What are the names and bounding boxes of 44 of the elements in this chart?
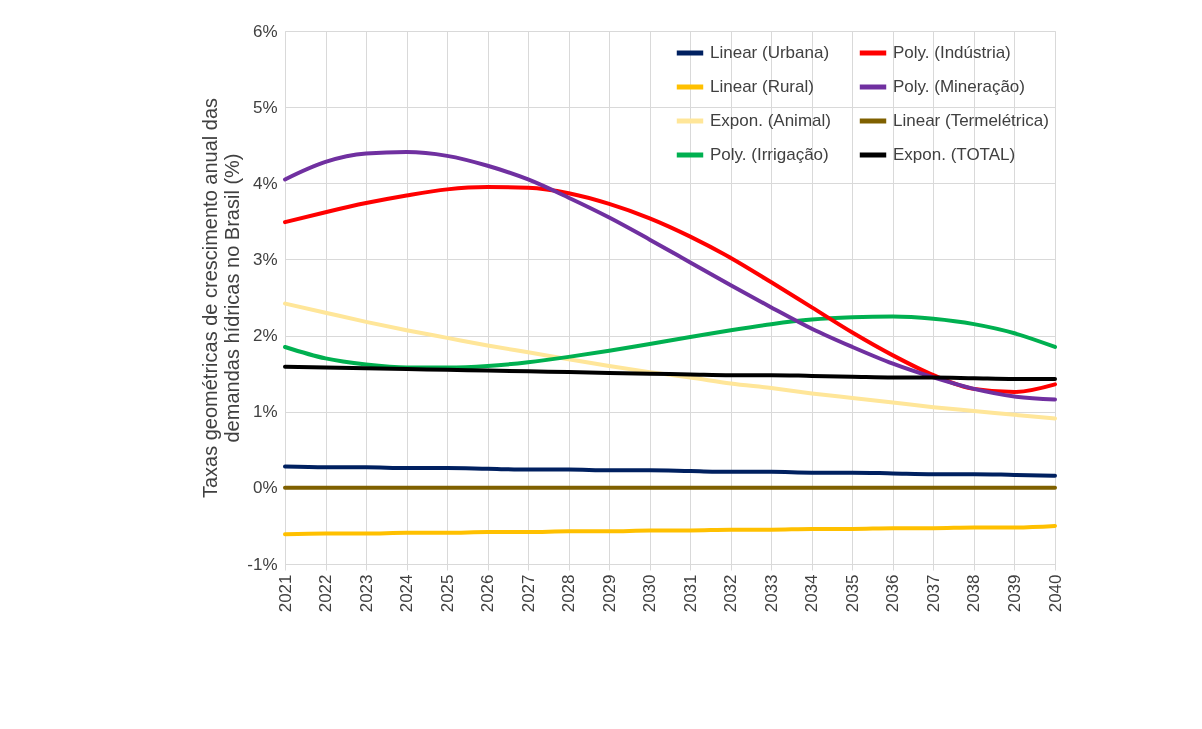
legend-label: Linear (Termelétrica) <box>893 111 1049 130</box>
x-tick-label: 2021 <box>275 574 295 613</box>
x-tick-label: 2028 <box>559 574 579 613</box>
x-tick-label: 2024 <box>397 574 417 613</box>
y-tick-label: 6% <box>252 21 278 41</box>
x-tick-label: 2037 <box>923 574 943 613</box>
legend-label: Poly. (Indústria) <box>893 43 1011 62</box>
y-tick-label: 2% <box>252 326 278 346</box>
x-tick-label: 2039 <box>1004 574 1024 613</box>
legend-label: Poly. (Mineração) <box>893 77 1025 96</box>
x-tick-label: 2040 <box>1045 574 1065 613</box>
line-series <box>283 185 1057 394</box>
y-tick-label: -1% <box>247 554 278 574</box>
x-tick-label: 2030 <box>640 574 660 613</box>
x-tick-label: 2031 <box>680 574 700 613</box>
x-tick-label: 2025 <box>437 574 457 613</box>
line-series <box>283 464 1057 478</box>
x-tick-label: 2038 <box>964 574 984 613</box>
legend-label: Expon. (TOTAL) <box>893 145 1016 164</box>
x-tick-label: 2034 <box>802 574 822 613</box>
y-tick-label: 5% <box>252 97 278 117</box>
legend-label: Poly. (Irrigação) <box>710 145 829 164</box>
y-axis-title: Taxas geométricas de crescimento anual das demandas hídricas no Brasil (%) <box>199 97 244 499</box>
y-tick-label: 3% <box>252 249 278 269</box>
x-tick-label: 2035 <box>842 574 862 613</box>
y-tick-label: 1% <box>252 402 278 422</box>
line-series <box>283 150 1057 402</box>
y-tick-label: 4% <box>252 173 278 193</box>
line-series <box>283 314 1057 370</box>
x-tick-label: 2032 <box>721 574 741 613</box>
line-series <box>283 301 1057 421</box>
legend-label: Linear (Rural) <box>710 77 814 96</box>
x-tick-label: 2036 <box>883 574 903 613</box>
line-series <box>283 523 1057 537</box>
x-tick-label: 2029 <box>599 574 619 613</box>
line-series <box>283 364 1057 381</box>
legend-label: Linear (Urbana) <box>710 43 830 62</box>
x-tick-label: 2026 <box>478 574 498 613</box>
x-tick-label: 2033 <box>761 574 781 613</box>
y-tick-label: 0% <box>252 478 278 498</box>
x-tick-label: 2023 <box>356 574 376 613</box>
x-tick-label: 2022 <box>316 574 336 613</box>
legend-label: Expon. (Animal) <box>710 111 831 130</box>
x-tick-label: 2027 <box>518 574 538 613</box>
